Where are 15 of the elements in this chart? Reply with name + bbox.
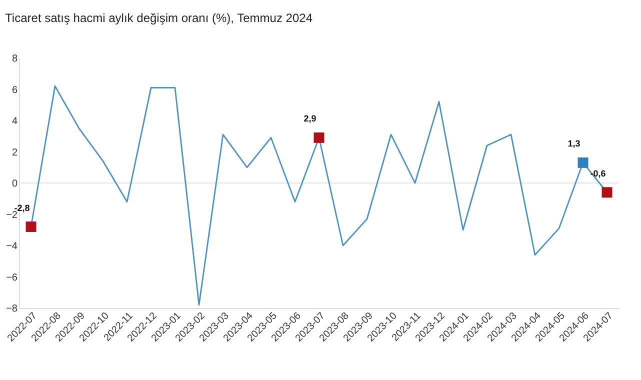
y-tick-label: −6 — [6, 272, 18, 284]
point — [578, 157, 588, 168]
y-tick-label: 0 — [12, 178, 18, 190]
point — [26, 222, 36, 232]
point — [602, 187, 612, 198]
chart-title: Ticaret satış hacmi aylık değişim oranı (%), Temmuz 2024 — [5, 11, 313, 25]
y-tick-label: −8 — [6, 304, 18, 314]
y-tick-label: 6 — [12, 84, 18, 96]
data-label: 2,9 — [304, 114, 316, 124]
y-tick-label: −4 — [6, 241, 18, 252]
data-label: 1,3 — [568, 138, 580, 149]
y-tick-label: 8 — [12, 54, 18, 64]
point — [314, 132, 324, 143]
y-tick-label: 2 — [12, 147, 18, 158]
y-tick-label: 4 — [12, 116, 18, 127]
